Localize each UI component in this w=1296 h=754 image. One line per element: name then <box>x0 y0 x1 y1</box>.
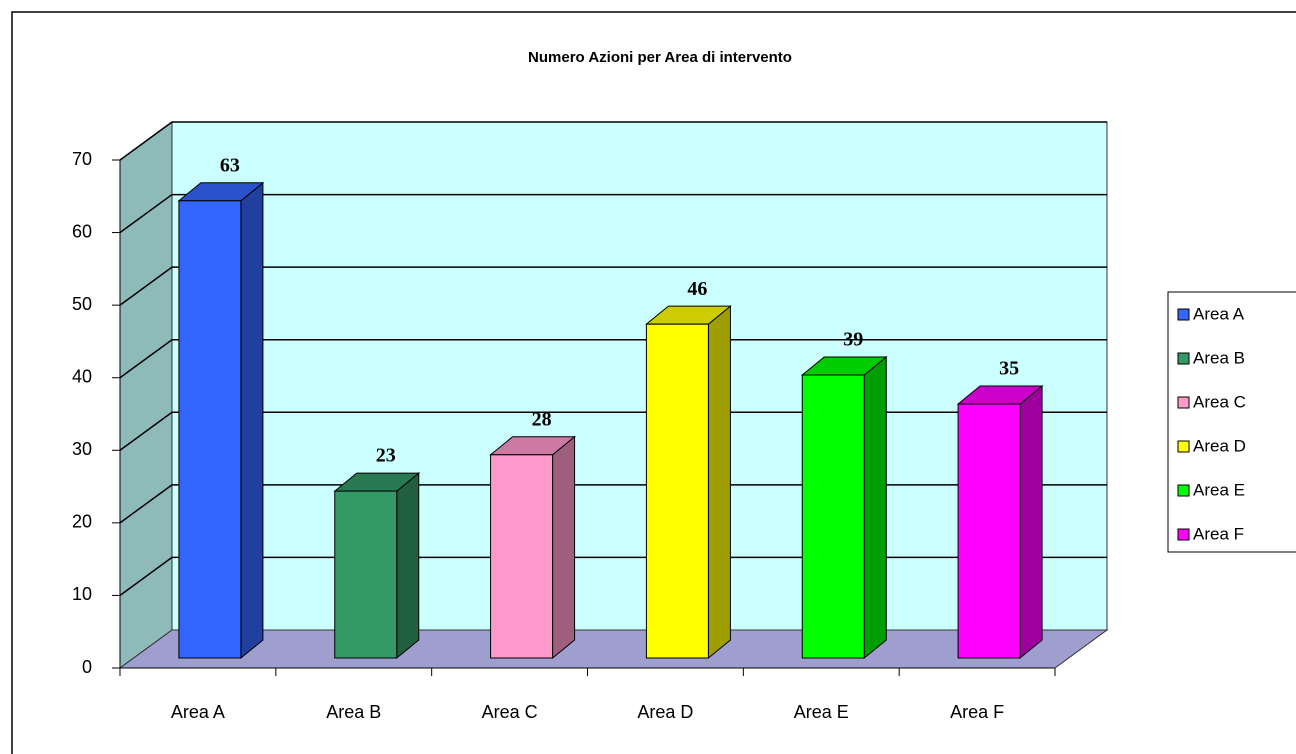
x-tick-label: Area C <box>482 702 538 722</box>
data-label: 28 <box>532 408 552 430</box>
y-tick-label: 50 <box>72 294 92 314</box>
legend-label: Area F <box>1193 524 1244 543</box>
grid-line <box>119 556 1107 597</box>
legend-label: Area B <box>1193 348 1245 367</box>
y-tick-label: 60 <box>72 221 92 241</box>
bar-side <box>707 305 731 660</box>
grid-line <box>119 338 1107 379</box>
data-label: 39 <box>843 329 863 351</box>
legend-swatch <box>1177 484 1190 497</box>
bar-side <box>552 435 576 660</box>
y-tick-label: 70 <box>72 149 92 169</box>
x-tick-label: Area B <box>326 702 381 722</box>
legend-swatch <box>1177 396 1190 409</box>
legend-label: Area D <box>1193 436 1246 455</box>
legend-label: Area A <box>1193 304 1245 323</box>
x-tick-label: Area E <box>794 702 849 722</box>
bar <box>490 454 554 659</box>
grid-line <box>119 484 1107 524</box>
data-label: 46 <box>687 278 707 300</box>
y-tick-label: 20 <box>72 512 92 532</box>
bar-side <box>863 355 887 660</box>
data-label: 35 <box>999 358 1019 380</box>
chart-title: Numero Azioni per Area di intervento <box>528 49 792 66</box>
y-tick-label: 10 <box>72 584 92 604</box>
data-label: 23 <box>376 445 396 467</box>
bar-side <box>1019 384 1043 660</box>
legend-swatch <box>1177 352 1190 365</box>
data-label: 63 <box>220 154 240 176</box>
bar <box>334 490 398 659</box>
bar-side <box>240 181 264 660</box>
grid-line <box>119 266 1107 306</box>
y-tick-label: 0 <box>82 657 92 677</box>
bar <box>957 403 1021 659</box>
bar <box>178 200 242 659</box>
x-tick-label: Area D <box>637 702 693 722</box>
legend-box <box>1167 291 1296 553</box>
grid-line <box>119 411 1107 451</box>
grid-line <box>119 193 1107 234</box>
side-wall <box>119 121 173 669</box>
grid-line <box>119 121 1107 161</box>
legend-label: Area E <box>1193 480 1245 499</box>
y-tick-label: 40 <box>72 366 92 386</box>
back-wall <box>171 121 1108 631</box>
bar-side <box>396 472 420 660</box>
legend-swatch <box>1177 440 1190 453</box>
bar <box>645 323 709 659</box>
x-tick-label: Area F <box>950 702 1004 722</box>
y-tick-label: 30 <box>72 439 92 459</box>
legend-swatch <box>1177 308 1190 321</box>
legend-label: Area C <box>1193 392 1246 411</box>
legend-swatch <box>1177 528 1190 541</box>
x-tick-label: Area A <box>171 702 225 722</box>
bar <box>801 374 865 659</box>
